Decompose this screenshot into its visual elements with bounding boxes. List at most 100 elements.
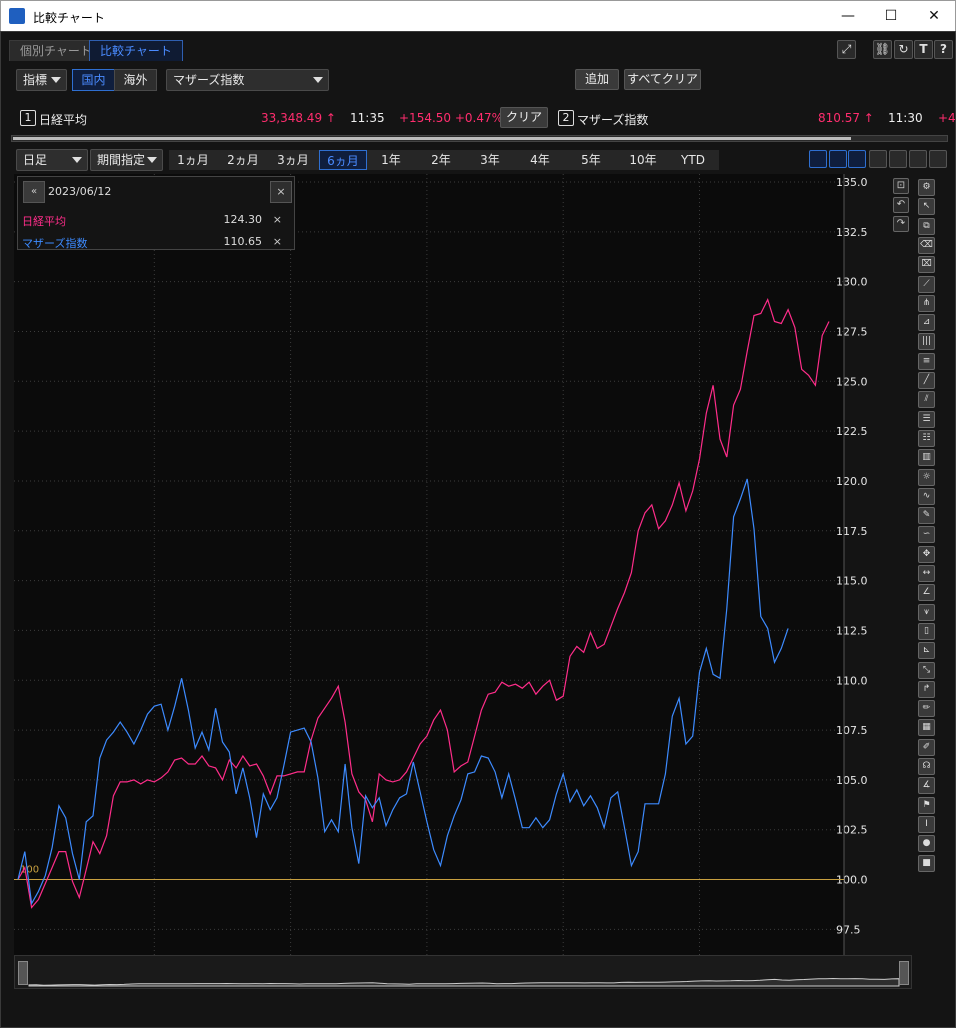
square-icon[interactable]: ■ xyxy=(918,854,935,872)
blank-tool-icon[interactable]: ▯ xyxy=(918,622,935,640)
folder-icon[interactable] xyxy=(889,150,907,168)
quote-scrollbar-thumb[interactable] xyxy=(13,137,851,140)
angle-icon[interactable]: ∠ xyxy=(918,584,935,602)
maximize-button[interactable]: ☐ xyxy=(884,8,898,24)
pencil-icon[interactable] xyxy=(809,150,827,168)
ray-icon[interactable]: ⤡ xyxy=(918,661,935,679)
quote-2-price: 810.57 ↑ xyxy=(818,111,874,125)
quote-scrollbar[interactable] xyxy=(11,135,948,142)
draw-line-icon[interactable]: ⤢ xyxy=(837,40,856,59)
market-domestic-toggle[interactable]: 国内 xyxy=(72,69,115,91)
edit-icon[interactable]: ✏ xyxy=(918,700,935,718)
clear-all-button[interactable]: すべてクリア xyxy=(624,69,701,90)
y-tick-label: 115.0 xyxy=(836,575,868,588)
add-button[interactable]: 追加 xyxy=(575,69,619,90)
y-tick-label: 120.0 xyxy=(836,475,868,488)
area-chart-icon[interactable] xyxy=(848,150,866,168)
line-icon[interactable]: ╱ xyxy=(918,372,935,389)
period-button[interactable]: 2年 xyxy=(431,153,451,167)
interval-dropdown[interactable]: 日足 xyxy=(16,149,88,171)
pitchfork-icon[interactable]: ⋔ xyxy=(918,294,935,312)
redo-icon[interactable]: ↷ xyxy=(893,216,909,232)
tab-comparison-chart[interactable]: 比較チャート xyxy=(89,40,183,61)
gann-icon[interactable]: ☼ xyxy=(918,468,935,486)
text-size-icon[interactable]: T xyxy=(914,40,933,59)
pitch-icon[interactable]: ⩛ xyxy=(918,603,935,621)
parallel-lines-icon[interactable]: ⫽ xyxy=(918,391,935,409)
crosshair-icon[interactable]: ✥ xyxy=(918,545,935,563)
sound-icon[interactable]: ☊ xyxy=(918,758,935,775)
navigator-right-handle[interactable] xyxy=(899,961,909,985)
close-window-button[interactable]: ✕ xyxy=(928,8,940,24)
legend-series-name: 日経平均 xyxy=(22,215,66,228)
refresh-icon[interactable]: ↻ xyxy=(894,40,913,59)
curve-icon[interactable]: ∽ xyxy=(918,526,935,544)
settings-icon[interactable]: ⚙ xyxy=(918,179,935,196)
flag-icon[interactable]: ⚑ xyxy=(918,796,935,814)
link-icon[interactable]: ⛓ xyxy=(873,40,892,59)
cursor-icon[interactable]: ↖ xyxy=(918,198,935,216)
period-button[interactable]: 3年 xyxy=(480,153,500,167)
calendar-icon[interactable]: ▦ xyxy=(918,719,935,737)
print-icon[interactable] xyxy=(909,150,927,168)
minimize-button[interactable]: — xyxy=(841,8,855,24)
settings-icon[interactable] xyxy=(929,150,947,168)
quote-1-name: 日経平均 xyxy=(39,113,88,127)
vertical-lines-icon[interactable]: ||| xyxy=(918,333,935,351)
y-tick-label: 110.0 xyxy=(836,674,868,687)
y-tick-label: 127.5 xyxy=(836,325,868,338)
wave-icon[interactable]: ∿ xyxy=(918,487,935,505)
undo-icon[interactable]: ↶ xyxy=(893,197,909,213)
quote-1-change: +154.50 +0.47% xyxy=(399,111,504,125)
lock-icon[interactable]: ⊡ xyxy=(893,178,909,194)
period-button[interactable]: 2ヵ月 xyxy=(227,153,259,167)
fan-icon[interactable]: ⊿ xyxy=(918,314,935,332)
period-button[interactable]: 1年 xyxy=(381,153,401,167)
market-overseas-toggle[interactable]: 海外 xyxy=(114,69,157,91)
y-tick-label: 125.0 xyxy=(836,375,868,388)
range-mode-dropdown[interactable]: 期間指定 xyxy=(90,149,163,171)
chart-plot-area[interactable]: 135.0 132.5 130.0 127.5 125.0 122.5 120.0 117.5… xyxy=(14,174,868,985)
remove-series-button[interactable]: × xyxy=(272,213,282,226)
highlighter-icon[interactable]: ✐ xyxy=(918,738,935,756)
cross-angle-icon[interactable]: ⊾ xyxy=(918,642,935,660)
period-button[interactable]: 6ヵ月 xyxy=(319,150,367,170)
grid-icon[interactable]: ▥ xyxy=(918,449,935,467)
text-lines-icon[interactable]: ☰ xyxy=(918,410,935,428)
period-button[interactable]: 10年 xyxy=(629,153,657,167)
collapse-icon[interactable]: « xyxy=(23,181,45,203)
period-button[interactable]: 5年 xyxy=(581,153,601,167)
remove-series-button[interactable]: × xyxy=(272,235,282,248)
horizontal-lines-icon[interactable]: ≡ xyxy=(918,352,935,370)
period-selector: 1ヵ月 2ヵ月 3ヵ月 6ヵ月 1年 2年 3年 4年 5年 10年 YTD xyxy=(169,150,719,170)
slope-icon[interactable]: ∡ xyxy=(918,777,935,795)
chevron-down-icon xyxy=(51,77,61,83)
legend-close-button[interactable]: × xyxy=(270,181,292,203)
zoom-icon[interactable] xyxy=(829,150,847,168)
clear-quote-1-button[interactable]: クリア xyxy=(500,107,548,128)
indicator-dropdown[interactable]: 指標 xyxy=(16,69,67,91)
measure-icon[interactable]: ↔ xyxy=(918,565,935,582)
circle-icon[interactable]: ● xyxy=(918,835,935,853)
eraser-all-icon[interactable]: ⌧ xyxy=(918,256,935,274)
period-button[interactable]: 3ヵ月 xyxy=(277,153,309,167)
tab-individual-chart[interactable]: 個別チャート xyxy=(9,40,103,61)
range-navigator[interactable] xyxy=(14,955,912,989)
chevron-down-icon xyxy=(72,157,82,163)
brush-icon[interactable]: ✎ xyxy=(918,507,935,525)
eraser-icon[interactable]: ⌫ xyxy=(918,236,935,254)
copy-icon[interactable]: ⧉ xyxy=(918,217,935,235)
period-button[interactable]: YTD xyxy=(681,153,705,167)
period-button[interactable]: 1ヵ月 xyxy=(177,153,209,167)
period-button[interactable]: 4年 xyxy=(530,153,550,167)
navigator-left-handle[interactable] xyxy=(18,961,28,985)
arrow-icon[interactable]: ↱ xyxy=(918,680,935,698)
range-mode-label: 期間指定 xyxy=(97,153,146,167)
save-icon[interactable] xyxy=(869,150,887,168)
list-icon[interactable]: ☷ xyxy=(918,429,935,447)
trendline-icon[interactable]: ⟋ xyxy=(918,275,935,293)
help-icon[interactable]: ? xyxy=(934,40,953,59)
cursor-text-icon[interactable]: I xyxy=(918,815,935,833)
index-select[interactable]: マザーズ指数 xyxy=(166,69,329,91)
legend-date: 2023/06/12 xyxy=(48,185,112,198)
